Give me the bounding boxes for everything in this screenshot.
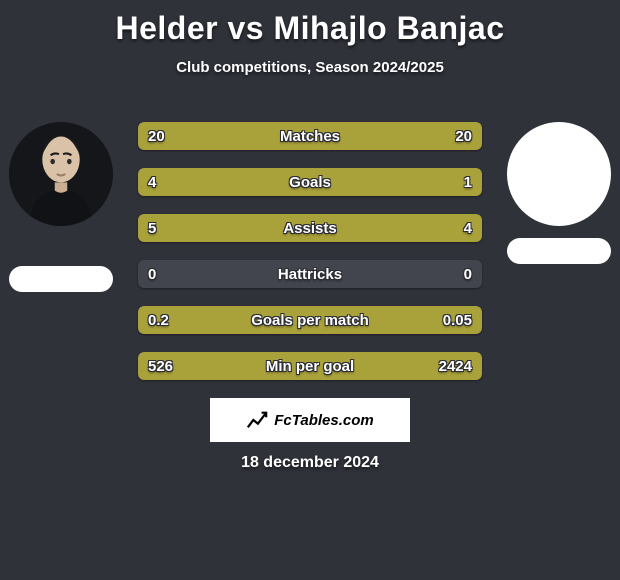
stat-row: 41Goals [138, 168, 482, 196]
stat-bars: 2020Matches 41Goals 54Assists 00Hattricks 0.… [138, 122, 482, 380]
stat-row: 2020Matches [138, 122, 482, 150]
player1-name: Helder [115, 10, 218, 46]
player1-club-chip [9, 266, 113, 292]
player2-avatar [507, 122, 611, 226]
infographic-date: 18 december 2024 [0, 454, 620, 472]
player2-name: Mihajlo Banjac [273, 10, 504, 46]
subtitle: Club competitions, Season 2024/2025 [0, 59, 620, 76]
stat-row: 5262424Min per goal [138, 352, 482, 380]
stat-row: 0.20.05Goals per match [138, 306, 482, 334]
stat-label: Assists [138, 214, 482, 242]
comparison-title: Helder vs Mihajlo Banjac [0, 0, 620, 47]
chart-growth-icon [246, 409, 268, 431]
stat-label: Matches [138, 122, 482, 150]
attribution-text: FcTables.com [274, 412, 373, 429]
person-silhouette-icon [9, 122, 113, 226]
title-vs: vs [227, 10, 264, 46]
stat-row: 54Assists [138, 214, 482, 242]
stat-row: 00Hattricks [138, 260, 482, 288]
stat-label: Min per goal [138, 352, 482, 380]
stat-label: Goals [138, 168, 482, 196]
player2-column [504, 122, 614, 264]
player1-avatar [9, 122, 113, 226]
stat-label: Goals per match [138, 306, 482, 334]
attribution-badge: FcTables.com [210, 398, 410, 442]
stat-label: Hattricks [138, 260, 482, 288]
player2-club-chip [507, 238, 611, 264]
player1-column [6, 122, 116, 292]
